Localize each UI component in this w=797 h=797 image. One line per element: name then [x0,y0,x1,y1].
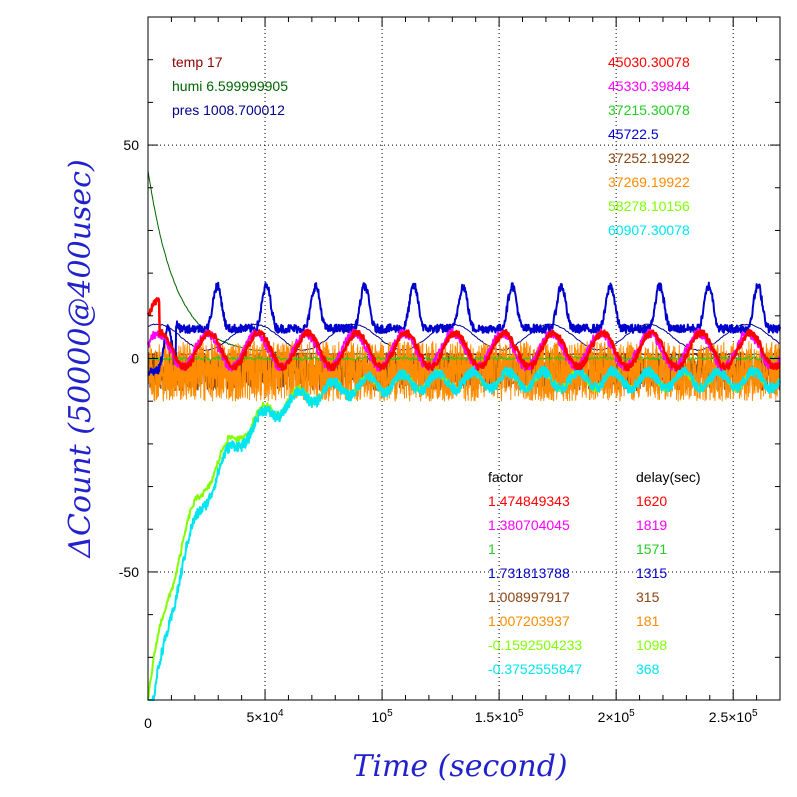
environment-label: temp 17 [172,54,223,70]
series-line-4 [147,281,781,376]
legends: temp 17 humi 6.599999905 pres 1008.700012 4… [172,54,701,677]
series-line-8 [147,365,781,701]
series-line-6 [147,341,781,402]
series-name-label: 37215.30078 [608,102,690,118]
series-delay-label: 315 [636,589,660,605]
series-factor-label: 1.007203937 [488,613,570,629]
series-factor-label: 1.731813788 [488,565,570,581]
environment-label: pres 1008.700012 [172,102,285,118]
factor-header: factor [488,469,523,485]
series-name-label: 58278.10156 [608,198,690,214]
pressure-trace [147,323,781,351]
series-factor-label: 1.008997917 [488,589,570,605]
series-name-label: 45330.39844 [608,78,690,94]
series-delay-label: 1819 [636,517,667,533]
series-name-label: 45030.30078 [608,54,690,70]
series-delay-label: 181 [636,613,660,629]
x-tick-label: 2.5×105 [709,708,758,725]
series-delay-label: 1315 [636,565,667,581]
series-factor-label: 1.380704045 [488,517,570,533]
delay-header: delay(sec) [636,469,701,485]
y-tick-label: 0 [131,351,139,367]
x-tick-label: 1.5×105 [475,708,524,725]
series-line-1 [146,297,781,372]
x-tick-label: 5×104 [246,708,284,725]
environment-label: humi 6.599999905 [172,78,288,94]
series-delay-label: 1571 [636,541,667,557]
series-name-label: 37252.19922 [608,150,690,166]
series-factor-label: -0.3752555847 [488,661,582,677]
series-name-label: 60907.30078 [608,222,690,238]
series-factor-label: 1 [488,541,496,557]
x-tick-label: 0 [144,715,152,731]
series-layer [146,170,781,701]
series-line-3 [147,356,781,361]
y-tick-label: 50 [123,137,139,153]
series-delay-label: 1098 [636,637,667,653]
y-axis-label: ΔCount (50000@400usec) [63,159,98,558]
series-name-label: 45722.5 [608,126,659,142]
series-factor-label: -0.1592504233 [488,637,582,653]
series-factor-label: 1.474849343 [488,493,570,509]
series-name-label: 37269.19922 [608,174,690,190]
series-delay-label: 1620 [636,493,667,509]
x-tick-label: 2×105 [598,708,636,725]
y-tick-label: -50 [119,564,139,580]
x-axis-label: Time (second) [352,749,567,784]
series-delay-label: 368 [636,661,660,677]
series-line-2 [147,327,781,372]
